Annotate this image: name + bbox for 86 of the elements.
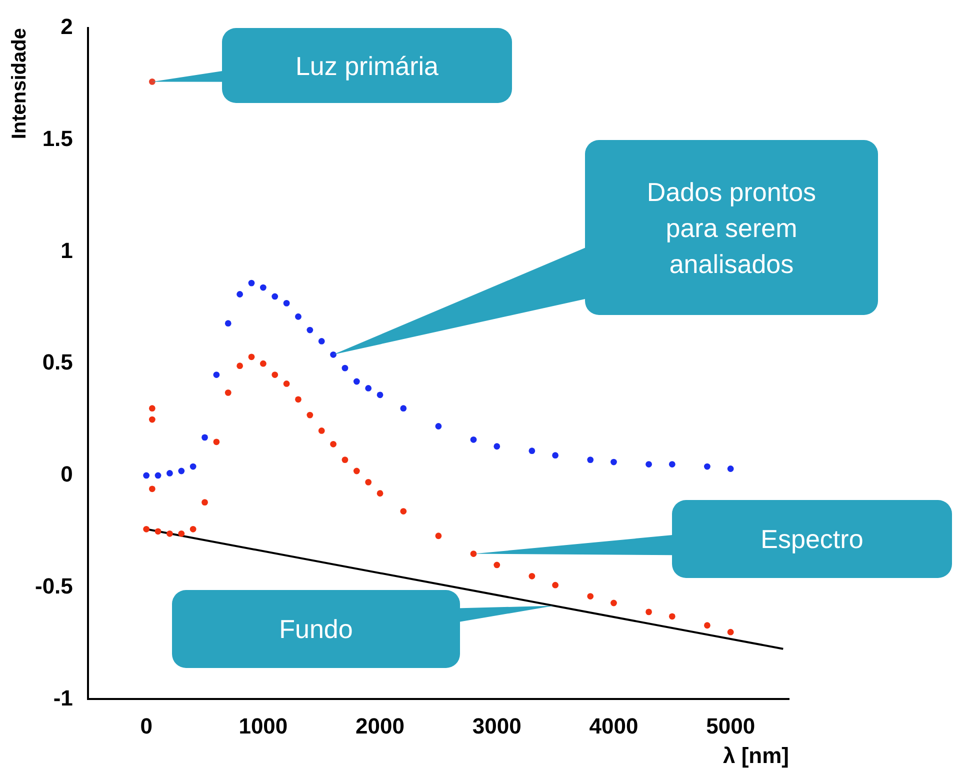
point (668, 613, 676, 620)
point (202, 499, 208, 506)
point (528, 572, 536, 580)
point (646, 608, 652, 616)
point (587, 456, 594, 464)
x-tick-label: 4000 (589, 713, 638, 738)
point (213, 372, 220, 378)
point (727, 466, 734, 472)
point (224, 320, 232, 327)
y-axis-title: Intensidade (8, 28, 31, 140)
point (306, 412, 314, 418)
point (435, 532, 442, 540)
y-tick-label: 1 (60, 238, 73, 263)
point (306, 326, 314, 334)
point (365, 478, 372, 486)
point (260, 360, 266, 367)
x-tick-label: 0 (140, 713, 152, 738)
point (283, 380, 290, 387)
point (353, 378, 360, 385)
point (318, 338, 325, 344)
point (143, 526, 150, 532)
point (318, 428, 325, 434)
point (610, 458, 617, 466)
y-tick-label: -1 (53, 685, 73, 710)
point (704, 622, 710, 629)
point (154, 472, 162, 479)
x-tick-label: 5000 (706, 713, 756, 738)
x-tick-label: 3000 (472, 713, 522, 738)
point (342, 364, 348, 372)
point (202, 434, 208, 441)
point (365, 385, 372, 392)
point (148, 78, 156, 85)
point (353, 468, 360, 474)
point (704, 463, 710, 470)
point (435, 423, 442, 430)
point (190, 463, 196, 470)
point (166, 470, 173, 476)
point (470, 436, 477, 443)
point (148, 486, 156, 492)
point (166, 530, 173, 537)
point (342, 456, 348, 464)
point (494, 443, 500, 450)
point (587, 593, 594, 600)
point (148, 405, 156, 412)
point (260, 284, 266, 291)
series-label: Fundo (279, 613, 353, 646)
point (236, 362, 244, 370)
point (295, 313, 302, 320)
point (178, 468, 185, 474)
x-axis-title: λ [nm] (723, 742, 789, 768)
point (400, 508, 407, 514)
point (248, 354, 255, 360)
point (646, 461, 652, 468)
point (330, 440, 336, 448)
x-tick-label: 2000 (356, 713, 405, 738)
point (610, 600, 617, 606)
point (528, 448, 536, 454)
point (272, 372, 278, 378)
y-tick-label: 0 (60, 462, 73, 487)
y-tick-label: 2 (60, 14, 73, 40)
point (668, 461, 676, 468)
point (552, 582, 559, 588)
point (236, 291, 244, 298)
point (376, 490, 384, 497)
point (295, 396, 302, 403)
point (178, 530, 185, 537)
point (330, 351, 336, 358)
point (376, 392, 384, 398)
point (148, 416, 156, 423)
y-tick-label: 1.5 (42, 126, 73, 151)
point (143, 472, 150, 479)
point (494, 562, 500, 568)
point (727, 628, 734, 636)
point (213, 438, 220, 446)
y-tick-label: -0.5 (34, 573, 73, 598)
point (190, 526, 196, 532)
point (400, 405, 407, 412)
x-tick-label: 1000 (238, 713, 288, 738)
point (154, 528, 162, 535)
y-tick-label: 0.5 (42, 350, 73, 375)
point (470, 550, 477, 557)
point (224, 389, 232, 396)
point (283, 300, 290, 306)
point (552, 452, 559, 459)
point (272, 293, 278, 300)
point (248, 280, 255, 286)
